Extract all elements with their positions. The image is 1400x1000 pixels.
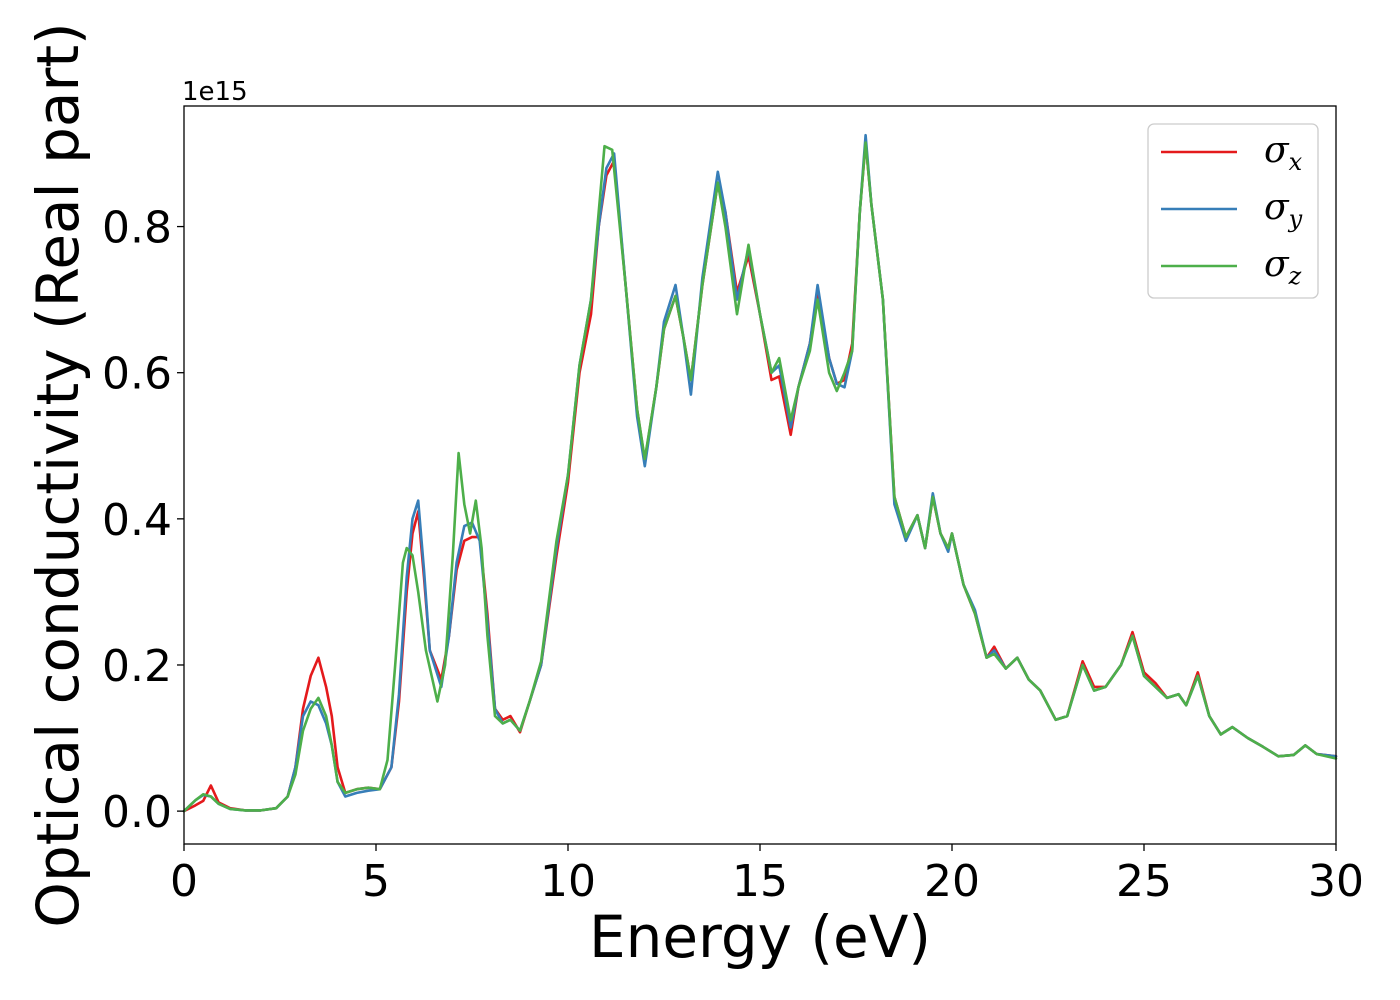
y-tick-label: 0.8 — [102, 203, 172, 254]
y-tick-label: 0.0 — [102, 787, 172, 838]
y-axis-label: Optical conductivity (Real part) — [24, 22, 92, 927]
x-tick-label: 25 — [1116, 856, 1172, 907]
series-line-z — [182, 141, 1338, 813]
x-tick-label: 30 — [1308, 856, 1364, 907]
y-offset-label: 1e15 — [182, 77, 248, 107]
series-layer — [182, 133, 1338, 813]
y-tick-label: 0.2 — [102, 641, 172, 692]
x-axis-label: Energy (eV) — [589, 903, 931, 971]
x-tick-label: 20 — [924, 856, 980, 907]
y-axis: 0.0 0.2 0.4 0.6 0.8 — [102, 203, 184, 838]
x-axis: 0 5 10 15 20 25 30 — [170, 844, 1364, 907]
x-tick-label: 5 — [362, 856, 390, 907]
y-tick-label: 0.6 — [102, 349, 172, 400]
x-tick-label: 10 — [540, 856, 596, 907]
legend-box — [1147, 123, 1319, 299]
legend-label-y: σy — [1264, 187, 1303, 233]
x-tick-label: 15 — [732, 856, 788, 907]
x-tick-label: 0 — [170, 856, 198, 907]
y-tick-label: 0.4 — [102, 495, 172, 546]
legend-label-x: σx — [1264, 130, 1303, 176]
